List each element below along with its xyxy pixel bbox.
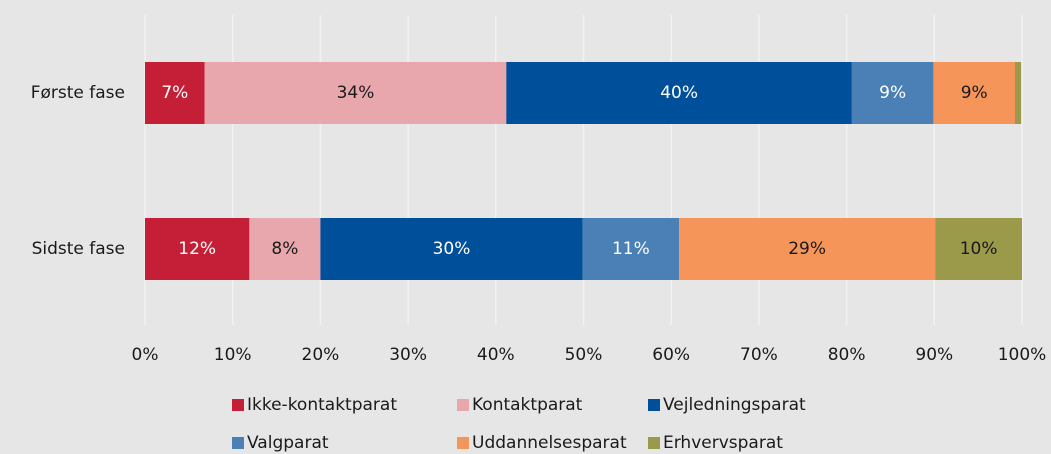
bar-segment [145, 62, 205, 124]
x-tick-label: 0% [132, 345, 159, 365]
legend-swatch [232, 399, 244, 411]
x-tick-label: 80% [828, 345, 866, 365]
bar-segment [933, 62, 1015, 124]
category-label: Første fase [31, 83, 125, 103]
data-label: 9% [961, 83, 988, 103]
bar-segment [249, 218, 321, 280]
x-tick-label: 60% [652, 345, 690, 365]
data-label: 30% [433, 239, 471, 259]
bar-segment [320, 218, 583, 280]
x-tick-label: 40% [477, 345, 515, 365]
data-label: 7% [161, 83, 188, 103]
data-label: 9% [879, 83, 906, 103]
x-tick-label: 100% [998, 345, 1047, 365]
bar-segment [851, 62, 934, 124]
bar-segment [145, 218, 250, 280]
x-tick-label: 90% [915, 345, 953, 365]
legend-swatch [457, 437, 469, 449]
x-tick-label: 20% [302, 345, 340, 365]
legend-label: Uddannelsesparat [472, 433, 627, 453]
bar-segment [935, 218, 1022, 280]
x-tick-label: 30% [389, 345, 427, 365]
data-label: 10% [960, 239, 998, 259]
data-label: 29% [788, 239, 826, 259]
legend-swatch [648, 399, 660, 411]
bar-segment [679, 218, 936, 280]
legend-label: Valgparat [247, 433, 329, 453]
legend-label: Vejledningsparat [663, 395, 806, 415]
bar-segment [506, 62, 852, 124]
x-tick-label: 10% [214, 345, 252, 365]
legend-swatch [457, 399, 469, 411]
legend-label: Kontaktparat [472, 395, 583, 415]
data-label: 12% [178, 239, 216, 259]
legend-swatch [648, 437, 660, 449]
data-label: 11% [612, 239, 650, 259]
legend-swatch [232, 437, 244, 449]
data-label: 8% [271, 239, 298, 259]
x-tick-label: 50% [565, 345, 603, 365]
category-label: Sidste fase [32, 239, 125, 259]
bar-segment [1014, 62, 1022, 124]
x-tick-label: 70% [740, 345, 778, 365]
bar-segment [582, 218, 680, 280]
data-label: 40% [660, 83, 698, 103]
data-label: 34% [337, 83, 375, 103]
bar-segment [204, 62, 507, 124]
legend-label: Ikke-kontaktparat [247, 395, 397, 415]
legend-label: Erhvervsparat [663, 433, 783, 453]
